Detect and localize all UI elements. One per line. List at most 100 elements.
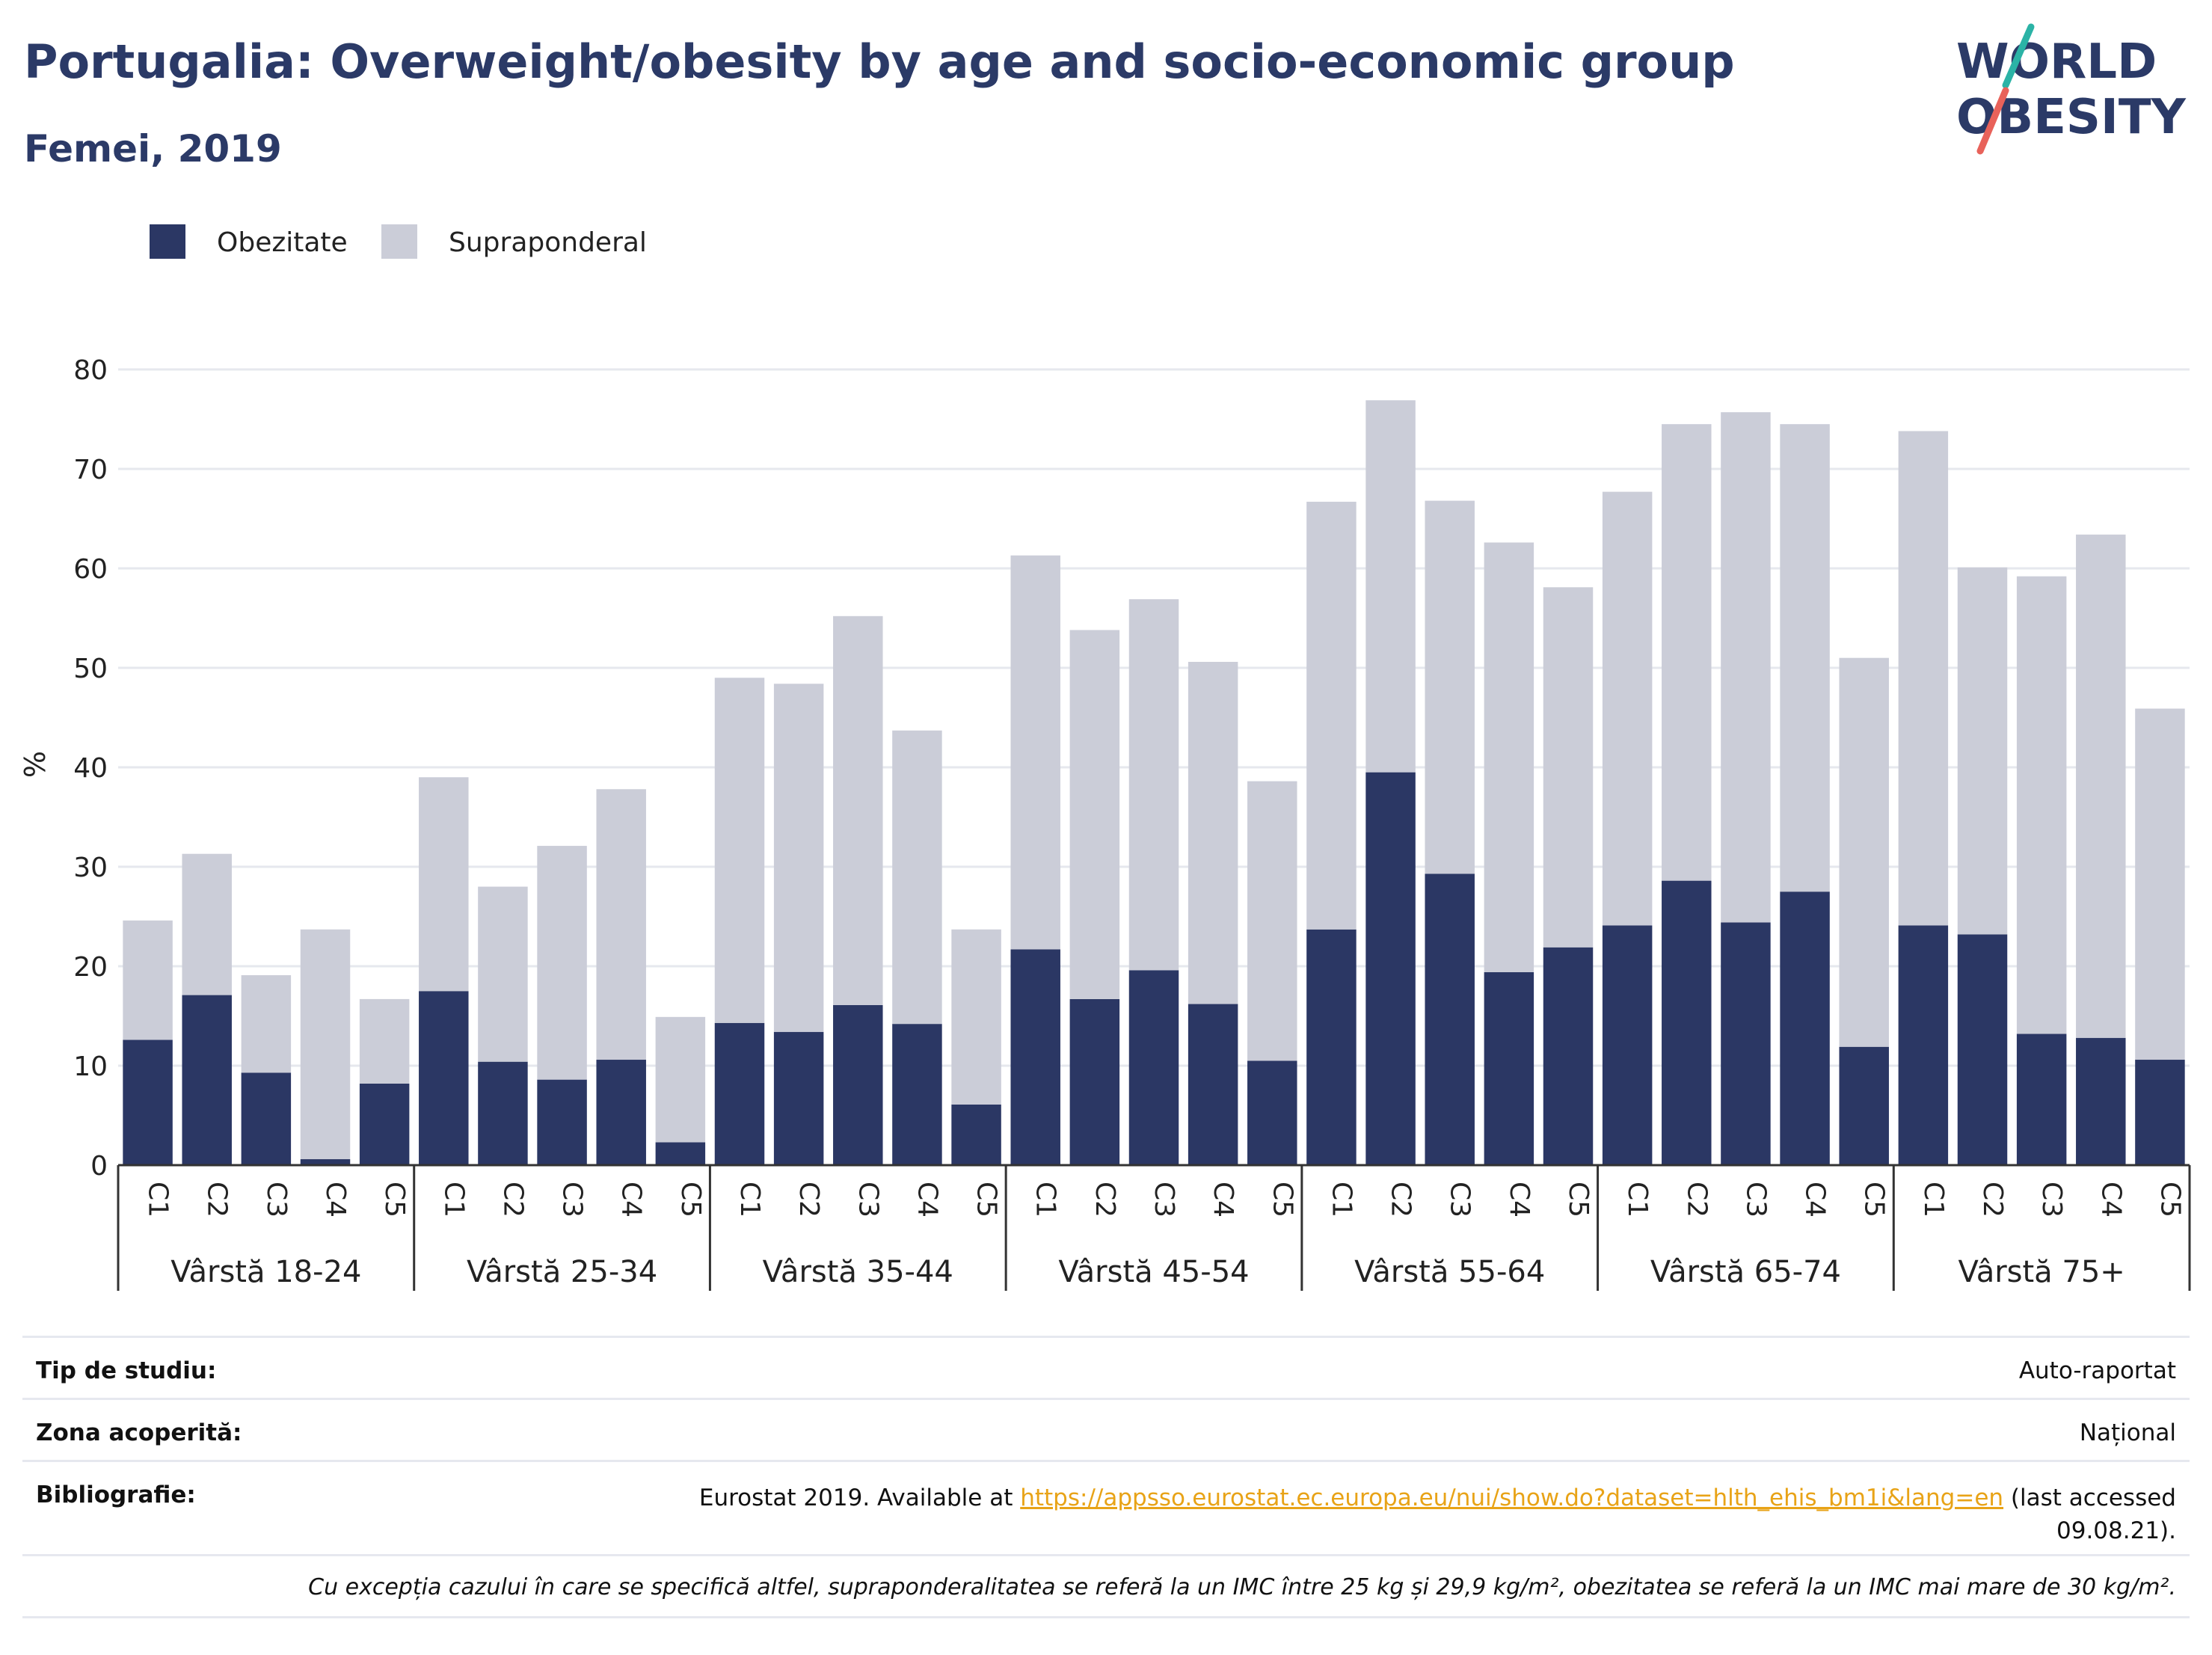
bar-overweight xyxy=(1069,630,1120,999)
group-label: Vârstă 35-44 xyxy=(763,1255,953,1289)
definition-note: Cu excepția cazului în care se specifică… xyxy=(308,1574,2176,1600)
bar-obesity xyxy=(478,1061,528,1165)
bar-obesity xyxy=(1543,947,1594,1165)
bar-obesity xyxy=(714,1022,765,1165)
x-tick-label: C5 xyxy=(379,1182,410,1218)
bar-obesity xyxy=(1721,922,1771,1165)
world-obesity-logo: WORLD OBESITY xyxy=(1956,23,2186,155)
bar-obesity xyxy=(2076,1037,2126,1165)
bibliography-value: Eurostat 2019. Available at https://apps… xyxy=(681,1481,2176,1547)
study-type-value: Auto-raportat xyxy=(2018,1357,2176,1384)
x-tick-label: C5 xyxy=(971,1182,1002,1218)
x-tick-label: C3 xyxy=(1149,1182,1179,1218)
bar-obesity xyxy=(951,1104,1001,1165)
bar-obesity xyxy=(182,995,232,1165)
chart-subtitle: Femei, 2019 xyxy=(24,127,282,171)
bar-overweight xyxy=(1306,501,1357,930)
bar-overweight xyxy=(714,678,765,1023)
bar-obesity xyxy=(1780,891,1830,1165)
bar-obesity xyxy=(833,1004,883,1165)
chart-title: Portugalia: Overweight/obesity by age an… xyxy=(24,34,1735,89)
x-tick-label: C4 xyxy=(912,1182,942,1218)
bar-overweight xyxy=(951,929,1001,1105)
coverage-value: Național xyxy=(2079,1419,2176,1446)
meta-row-study-type: Tip de studiu: Auto-raportat xyxy=(22,1336,2190,1398)
bar-overweight xyxy=(892,730,942,1025)
coverage-label: Zona acoperită: xyxy=(36,1419,242,1446)
x-tick-label: C5 xyxy=(675,1182,706,1218)
bar-obesity xyxy=(2135,1060,2185,1165)
bar-obesity xyxy=(419,991,469,1165)
bar-overweight xyxy=(241,974,292,1073)
bar-overweight xyxy=(2076,534,2126,1038)
logo-accent-teal xyxy=(2002,23,2035,89)
bar-overweight xyxy=(359,998,410,1084)
y-tick-label: 60 xyxy=(73,554,108,585)
bar-overweight xyxy=(300,929,351,1160)
bar-obesity xyxy=(1128,970,1179,1165)
x-tick-label: C1 xyxy=(143,1182,173,1218)
bar-overweight xyxy=(1839,657,1889,1047)
bar-overweight xyxy=(1957,567,2008,935)
logo-line1: WORLD xyxy=(1956,34,2157,90)
bar-obesity xyxy=(1069,998,1120,1165)
bar-overweight xyxy=(1898,431,1949,926)
bar-overweight xyxy=(419,777,469,992)
group-label: Vârstă 65-74 xyxy=(1650,1255,1841,1289)
bar-overweight xyxy=(537,846,587,1080)
bar-obesity xyxy=(1898,925,1949,1165)
y-tick-label: 80 xyxy=(73,355,108,386)
study-type-label: Tip de studiu: xyxy=(36,1357,217,1384)
bar-overweight xyxy=(655,1016,706,1143)
x-tick-label: C1 xyxy=(1326,1182,1357,1218)
group-label: Vârstă 45-54 xyxy=(1058,1255,1249,1289)
metadata-table: Tip de studiu: Auto-raportat Zona acoper… xyxy=(22,1336,2190,1618)
group-label: Vârstă 75+ xyxy=(1958,1255,2125,1289)
bar-obesity xyxy=(1662,880,1712,1165)
x-tick-label: C2 xyxy=(793,1182,824,1218)
bar-overweight xyxy=(2016,576,2067,1034)
bar-obesity xyxy=(1484,971,1534,1165)
x-tick-label: C1 xyxy=(1030,1182,1061,1218)
bar-overweight xyxy=(1602,491,1653,926)
x-tick-label: C3 xyxy=(557,1182,588,1218)
x-tick-label: C5 xyxy=(2154,1182,2185,1218)
legend-label-overweight: Supraponderal xyxy=(449,227,647,258)
y-tick-label: 30 xyxy=(73,853,108,883)
bibliography-date: 09.08.21). xyxy=(2056,1517,2176,1544)
x-tick-label: C4 xyxy=(320,1182,351,1218)
bar-obesity xyxy=(1188,1004,1238,1165)
x-tick-label: C5 xyxy=(1563,1182,1594,1218)
group-label: Vârstă 55-64 xyxy=(1354,1255,1545,1289)
x-tick-label: C1 xyxy=(1622,1182,1653,1218)
bar-obesity xyxy=(241,1072,292,1165)
meta-row-bibliography: Bibliografie: Eurostat 2019. Available a… xyxy=(22,1460,2190,1554)
bar-obesity xyxy=(1010,949,1060,1165)
bar-overweight xyxy=(1721,412,1771,923)
y-tick-label: 20 xyxy=(73,952,108,983)
bar-obesity xyxy=(2016,1034,2067,1165)
bar-overweight xyxy=(1365,400,1416,773)
bar-overweight xyxy=(1662,424,1712,881)
x-tick-label: C4 xyxy=(1208,1182,1238,1218)
bar-obesity xyxy=(596,1060,646,1165)
x-tick-label: C3 xyxy=(1445,1182,1475,1218)
bar-overweight xyxy=(1188,662,1238,1004)
x-tick-label: C4 xyxy=(1504,1182,1534,1218)
legend-swatch-obesity xyxy=(150,224,185,259)
bar-obesity xyxy=(537,1079,587,1165)
meta-row-note: Cu excepția cazului în care se specifică… xyxy=(22,1554,2190,1618)
bar-overweight xyxy=(2135,708,2185,1060)
bar-overweight xyxy=(1425,500,1475,874)
x-tick-label: C3 xyxy=(2036,1182,2067,1218)
bar-obesity xyxy=(123,1040,173,1165)
group-label: Vârstă 25-34 xyxy=(467,1255,657,1289)
bar-obesity xyxy=(1247,1060,1297,1165)
x-tick-label: C4 xyxy=(2095,1182,2126,1218)
bar-overweight xyxy=(1543,587,1594,948)
bar-overweight xyxy=(182,853,232,995)
y-tick-label: 50 xyxy=(73,654,108,684)
bar-obesity xyxy=(1957,934,2008,1165)
bibliography-link[interactable]: https://appsso.eurostat.ec.europa.eu/nui… xyxy=(1020,1484,2004,1511)
